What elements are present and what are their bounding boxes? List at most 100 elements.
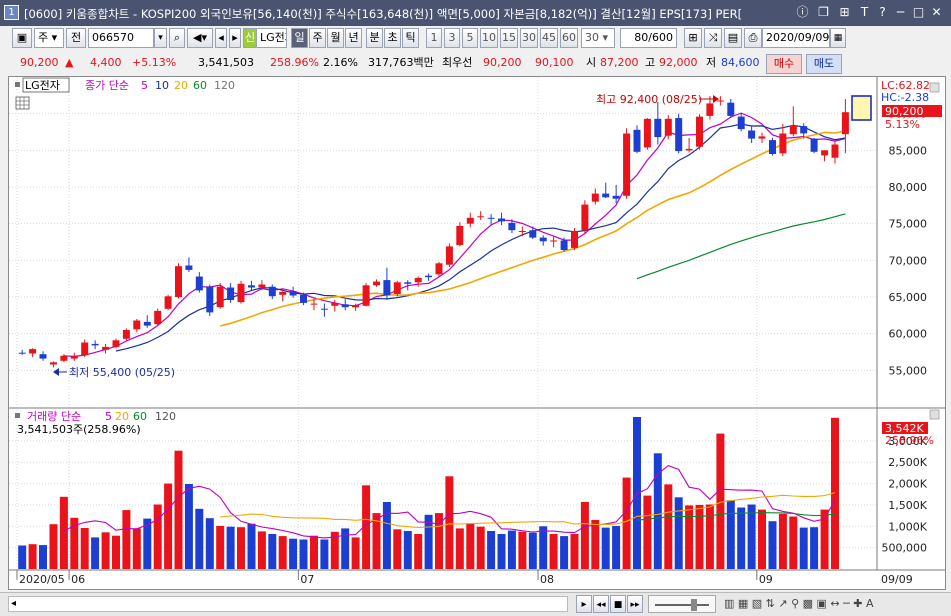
candle-body	[821, 150, 829, 156]
layout-menu-icon[interactable]: ▣	[12, 28, 32, 48]
help-icon[interactable]: ?	[879, 5, 886, 19]
restore-layout-icon[interactable]: ❐	[818, 5, 829, 19]
interval-15-button[interactable]: 15	[500, 28, 518, 48]
price-ma-lines	[63, 112, 846, 358]
volume-bar	[612, 525, 621, 569]
speaker-icon[interactable]: ◀▾	[187, 28, 213, 48]
candle-body	[289, 291, 297, 296]
interval-select[interactable]: 30 ▾	[581, 28, 615, 48]
indicator-icon[interactable]: ⤨	[704, 28, 722, 48]
volume-bar	[476, 526, 485, 569]
candle-body	[633, 129, 641, 152]
price-ma5-label: 5	[141, 79, 148, 92]
scroll-left-arrow-icon[interactable]: ◂	[11, 598, 17, 609]
current-volume-text: 3,541,503주(258.96%)	[17, 423, 141, 436]
candle-body	[654, 118, 662, 138]
candle-settings-icon[interactable]: ⊞	[684, 28, 702, 48]
app-number-badge: 1	[4, 5, 19, 20]
interval-10-button[interactable]: 10	[480, 28, 498, 48]
tab-monthly[interactable]: 월	[327, 28, 344, 48]
buy-button[interactable]: 매수	[766, 54, 802, 74]
stock-code-input[interactable]: 066570	[88, 28, 154, 48]
candle-body	[727, 102, 735, 116]
candle-body	[373, 281, 380, 286]
volume-bar	[39, 545, 47, 569]
tab-daily[interactable]: 일	[291, 28, 308, 48]
tab-yearly[interactable]: 년	[345, 28, 362, 48]
volume-bar	[758, 509, 766, 569]
candle-body	[122, 330, 130, 339]
count-input[interactable]: 80/600	[620, 28, 677, 48]
volume-bar	[257, 531, 266, 569]
interval-5-button[interactable]: 5	[462, 28, 478, 48]
candle-body	[800, 126, 808, 134]
stop-icon[interactable]: ■	[610, 595, 626, 613]
volume-bar	[278, 536, 287, 569]
interval-60-button[interactable]: 60	[560, 28, 578, 48]
candle-body	[81, 342, 89, 355]
calendar-icon[interactable]: ▦	[830, 28, 846, 48]
candle-body	[466, 217, 474, 224]
fast-forward-icon[interactable]: ▸▸	[627, 595, 643, 613]
info-icon[interactable]: ⓘ	[796, 5, 809, 19]
zoom-slider-handle[interactable]	[691, 599, 697, 611]
volume-bar	[195, 508, 204, 569]
market-type-select[interactable]: 주 ▾	[34, 28, 64, 48]
tab-minute[interactable]: 분	[366, 28, 383, 48]
price-panel-maximize-icon	[929, 82, 940, 93]
candle-body	[237, 283, 245, 303]
volume-bar	[382, 502, 391, 569]
volume-bar	[362, 485, 371, 569]
scroll-left-icon[interactable]: ◂	[215, 28, 227, 48]
interval-45-button[interactable]: 45	[540, 28, 558, 48]
candle-body	[404, 282, 412, 284]
maximize-button[interactable]: □	[912, 5, 925, 19]
chart-area[interactable]: 55,000 60,000 65,000 70,000 75,000 80,000 85,0…	[8, 76, 946, 590]
minimize-button[interactable]: ─	[896, 5, 905, 19]
candle-body	[352, 305, 360, 308]
volume-bar	[320, 539, 329, 569]
close-button[interactable]: ✕	[931, 5, 942, 19]
candle-body	[258, 284, 266, 288]
last-price-tag	[882, 105, 942, 117]
text-tool-icon[interactable]: T	[860, 5, 869, 19]
volume-bar	[310, 535, 318, 569]
price-change: 4,400	[90, 56, 122, 69]
pin-icon[interactable]: ⊞	[839, 5, 850, 19]
date-tick-label: 06	[71, 573, 85, 586]
date-tick-label: 09	[759, 573, 773, 586]
volume-bar	[726, 500, 735, 569]
current-price: 90,200	[20, 56, 59, 69]
volume-tick-label: 2,500K	[888, 456, 927, 469]
date-tick-label: 2020/05	[19, 573, 65, 586]
scroll-right-arrow-icon[interactable]: ▸	[576, 595, 592, 613]
price-ma20-line	[219, 130, 846, 327]
interval-1-button[interactable]: 1	[426, 28, 442, 48]
rewind-icon[interactable]: ◂◂	[593, 595, 609, 613]
interval-30-button[interactable]: 30	[520, 28, 538, 48]
volume-bar	[622, 477, 631, 569]
candle-body	[227, 287, 235, 300]
volume-bar	[799, 527, 808, 569]
trade-amount: 317,763백만	[368, 56, 434, 69]
tab-second[interactable]: 초	[384, 28, 401, 48]
tab-tick[interactable]: 틱	[402, 28, 419, 48]
volume-bar	[560, 536, 569, 569]
save-icon[interactable]: ▤	[724, 28, 742, 48]
volume-bar	[143, 518, 152, 569]
interval-3-button[interactable]: 3	[444, 28, 460, 48]
search-icon[interactable]: ⌕	[169, 28, 185, 48]
sell-button[interactable]: 매도	[806, 54, 842, 74]
status-tool-icons[interactable]: ▥ ▦ ▧ ⇅ ↗ ⚲ ▩ ▣ ↔ ─ ✚ A	[724, 597, 874, 610]
print-icon[interactable]: ⎙	[744, 28, 762, 48]
tab-weekly[interactable]: 주	[309, 28, 326, 48]
scroll-right-icon[interactable]: ▸	[229, 28, 241, 48]
stock-code-dropdown-icon[interactable]: ▾	[154, 28, 167, 48]
volume-bar	[466, 523, 475, 569]
range-button[interactable]: 전	[66, 28, 86, 48]
horizontal-scrollbar[interactable]: ◂	[8, 596, 568, 612]
price-panel-stock-name: LG전자	[25, 79, 60, 92]
zoom-slider[interactable]	[648, 595, 716, 613]
date-input[interactable]: 2020/09/09	[762, 28, 830, 48]
stock-name-field[interactable]: LG전자	[257, 28, 287, 48]
